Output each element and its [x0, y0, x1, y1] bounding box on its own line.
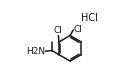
Text: Cl: Cl	[74, 25, 82, 35]
Text: H2N: H2N	[26, 47, 45, 56]
Text: HCl: HCl	[81, 13, 98, 23]
Text: Cl: Cl	[54, 26, 63, 35]
